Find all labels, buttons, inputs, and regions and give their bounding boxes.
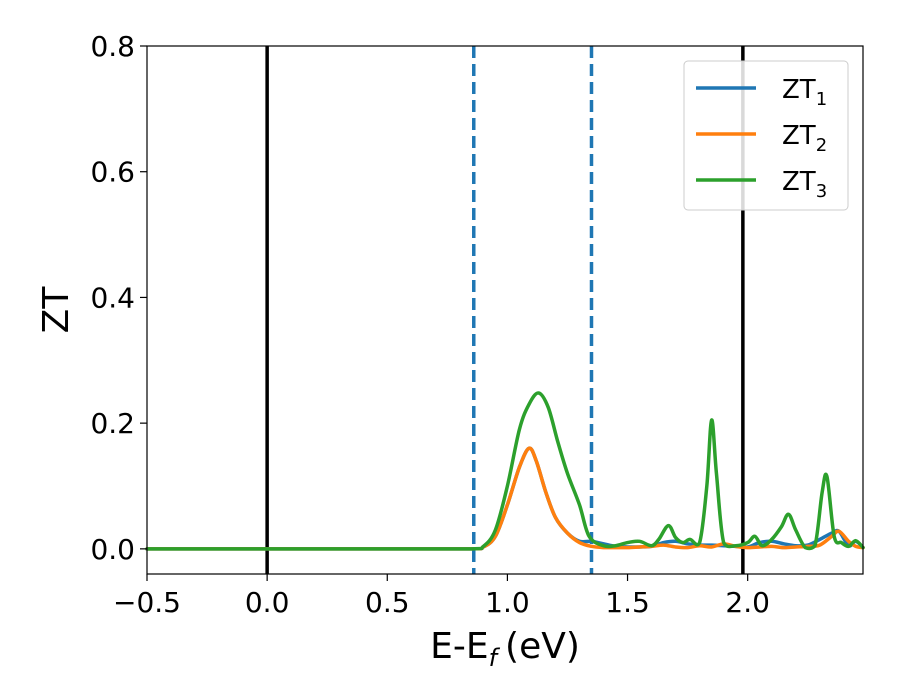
legend: ZT1 ZT2 ZT3 [683,60,849,211]
legend-frame [683,60,849,211]
x-tick-label: −0.5 [113,586,181,619]
x-tick-label: 0.0 [245,586,290,619]
x-axis-title-subscript: f [489,644,501,672]
x-axis: −0.5 0.0 0.5 1.0 1.5 2.0 [113,574,770,619]
y-tick-label: 0.4 [90,281,135,314]
legend-label-zt3: ZT3 [782,167,827,202]
legend-label-zt1: ZT1 [782,75,827,110]
x-axis-title: E-Ef (eV) [430,626,580,672]
y-tick-label: 0.0 [90,533,135,566]
y-axis: 0.0 0.2 0.4 0.6 0.8 [90,30,147,566]
x-tick-label: 0.5 [365,586,410,619]
y-tick-label: 0.6 [90,156,135,189]
legend-label-zt2: ZT2 [782,121,827,156]
x-axis-title-unit: (eV) [505,626,580,667]
x-tick-label: 1.0 [485,586,530,619]
x-tick-label: 1.5 [605,586,650,619]
series-line-zt2 [145,446,865,551]
series-group [145,391,865,551]
series-line-zt3 [145,391,865,551]
x-tick-label: 2.0 [725,586,770,619]
y-tick-label: 0.2 [90,407,135,440]
y-axis-title: ZT [36,286,77,334]
plot-frame [146,45,864,575]
y-tick-label: 0.8 [90,30,135,63]
